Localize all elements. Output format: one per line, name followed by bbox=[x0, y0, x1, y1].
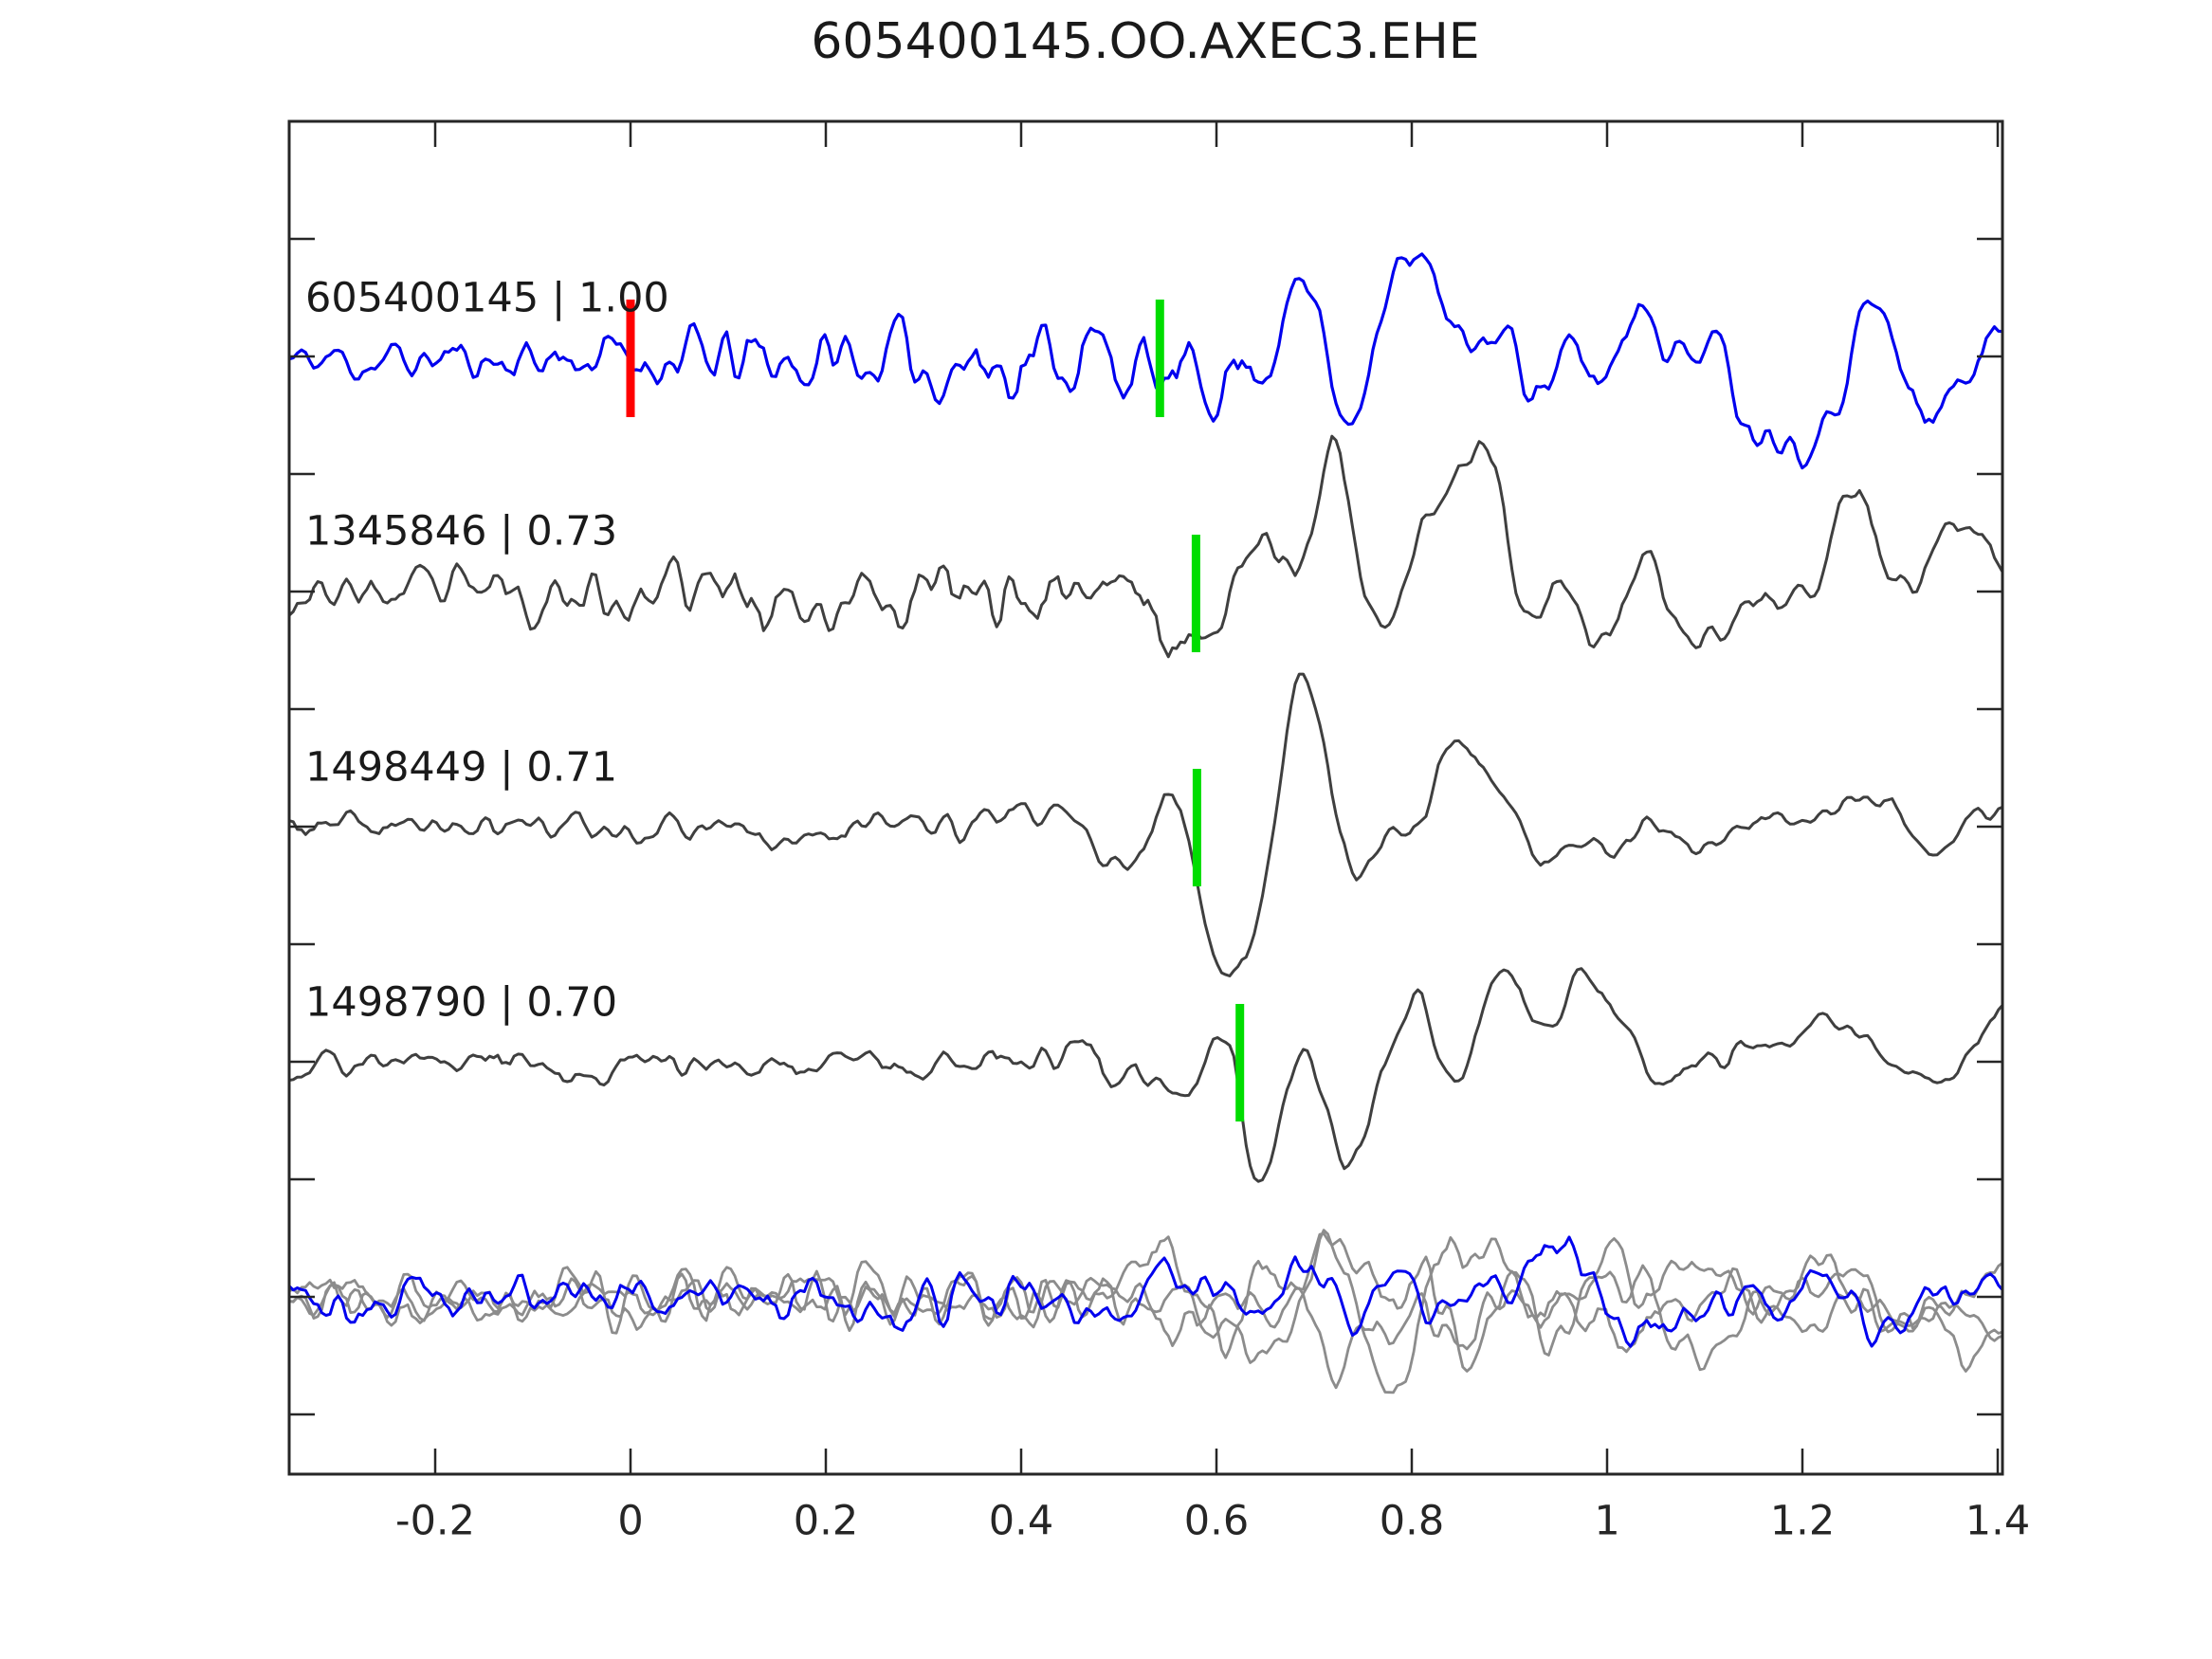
ticks-layer bbox=[289, 121, 2002, 1474]
trace-label-1345846: 1345846 | 0.73 bbox=[305, 508, 617, 556]
x-tick-label: 0.4 bbox=[989, 1498, 1053, 1545]
trace-605400145 bbox=[289, 252, 2002, 470]
trace-1345846 bbox=[289, 434, 2002, 659]
aligned-pick-marker bbox=[1191, 535, 1200, 652]
x-tick-label: 1 bbox=[1594, 1498, 1619, 1545]
aligned-pick-marker bbox=[1235, 1004, 1245, 1121]
x-tick-label: 1.4 bbox=[1965, 1498, 2030, 1545]
trace-overlay-1345846 bbox=[289, 1235, 2002, 1390]
trace-label-605400145: 605400145 | 1.00 bbox=[305, 275, 669, 322]
x-axis-tick-labels: -0.2 0 0.2 0.4 0.6 0.8 1 1.2 1.4 bbox=[395, 1498, 2030, 1545]
x-tick-label: 1.2 bbox=[1770, 1498, 1835, 1545]
trace-label-1498790: 1498790 | 0.70 bbox=[305, 979, 617, 1027]
x-tick-label: 0 bbox=[617, 1498, 643, 1545]
trace-overlay-605400145 bbox=[289, 1235, 2002, 1348]
figure-title: 605400145.OO.AXEC3.EHE bbox=[811, 13, 1479, 70]
reference-pick-marker bbox=[626, 300, 635, 417]
aligned-pick-marker bbox=[1192, 769, 1201, 886]
traces-layer bbox=[289, 252, 2002, 1395]
trace-label-1498449: 1498449 | 0.71 bbox=[305, 744, 617, 792]
trace-1498790 bbox=[289, 967, 2002, 1183]
trace-1498449 bbox=[289, 672, 2002, 977]
trace-overlay-1498790 bbox=[289, 1229, 2002, 1395]
x-tick-label: 0.2 bbox=[794, 1498, 858, 1545]
axes-border bbox=[287, 119, 2004, 1476]
trace-labels: 605400145 | 1.00 1345846 | 0.73 1498449 … bbox=[305, 275, 669, 1027]
x-tick-label: 0.6 bbox=[1184, 1498, 1249, 1545]
aligned-pick-marker bbox=[1155, 300, 1164, 417]
x-tick-label: -0.2 bbox=[395, 1498, 475, 1545]
x-tick-label: 0.8 bbox=[1380, 1498, 1444, 1545]
